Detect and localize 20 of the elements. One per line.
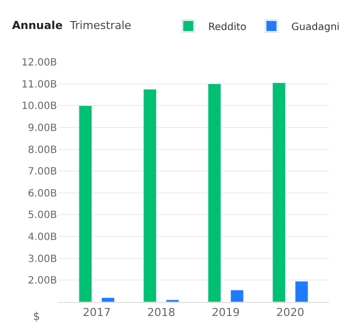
y-tick-label: 3.00B bbox=[28, 254, 58, 265]
y-tick-label: 9.00B bbox=[28, 122, 58, 134]
y-tick-label: 2.00B bbox=[28, 276, 58, 287]
y-tick-label: 12.00B bbox=[22, 58, 58, 68]
y-tick-label: 6.00B bbox=[28, 188, 58, 200]
text: $ bbox=[33, 310, 40, 323]
y-tick-label: 10.00B bbox=[22, 101, 58, 112]
text: Trimestrale bbox=[69, 19, 132, 32]
y-tick-label: 4.00B bbox=[28, 232, 58, 244]
y-tick-label: 11.00B bbox=[22, 79, 58, 90]
x-tick-label: 2020 bbox=[276, 306, 304, 320]
legend-label: Reddito bbox=[208, 22, 246, 33]
x-tick-label: 2019 bbox=[212, 306, 240, 320]
y-tick-label: 7.00B bbox=[28, 166, 58, 178]
legend-label: Guadagni bbox=[291, 22, 340, 33]
text: Annuale bbox=[12, 19, 63, 32]
x-tick-label: 2018 bbox=[147, 306, 176, 320]
y-tick-label: 8.00B bbox=[28, 144, 58, 156]
x-tick-label: 2017 bbox=[82, 306, 111, 320]
y-tick-label: 5.00B bbox=[28, 210, 58, 222]
